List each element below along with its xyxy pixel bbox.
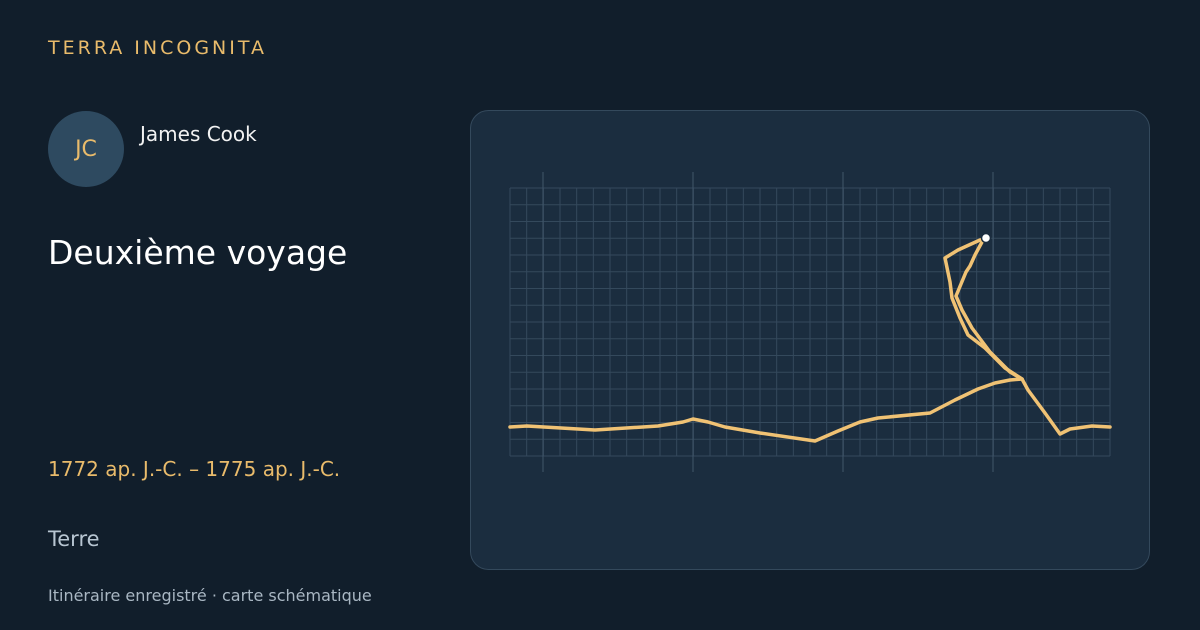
avatar: JC [48, 111, 124, 187]
person-name: James Cook [140, 122, 257, 146]
brand: TERRA INCOGNITA [48, 37, 267, 59]
route-end [980, 232, 992, 244]
footer: Itinéraire enregistré · carte schématiqu… [48, 586, 372, 605]
dates: 1772 ap. J.-C. – 1775 ap. J.-C. [48, 457, 341, 481]
route [508, 236, 1112, 443]
body-text: Terre [48, 527, 100, 551]
title: Deuxième voyage [48, 233, 348, 272]
route-line [954, 240, 1024, 381]
route-line [508, 377, 1112, 443]
